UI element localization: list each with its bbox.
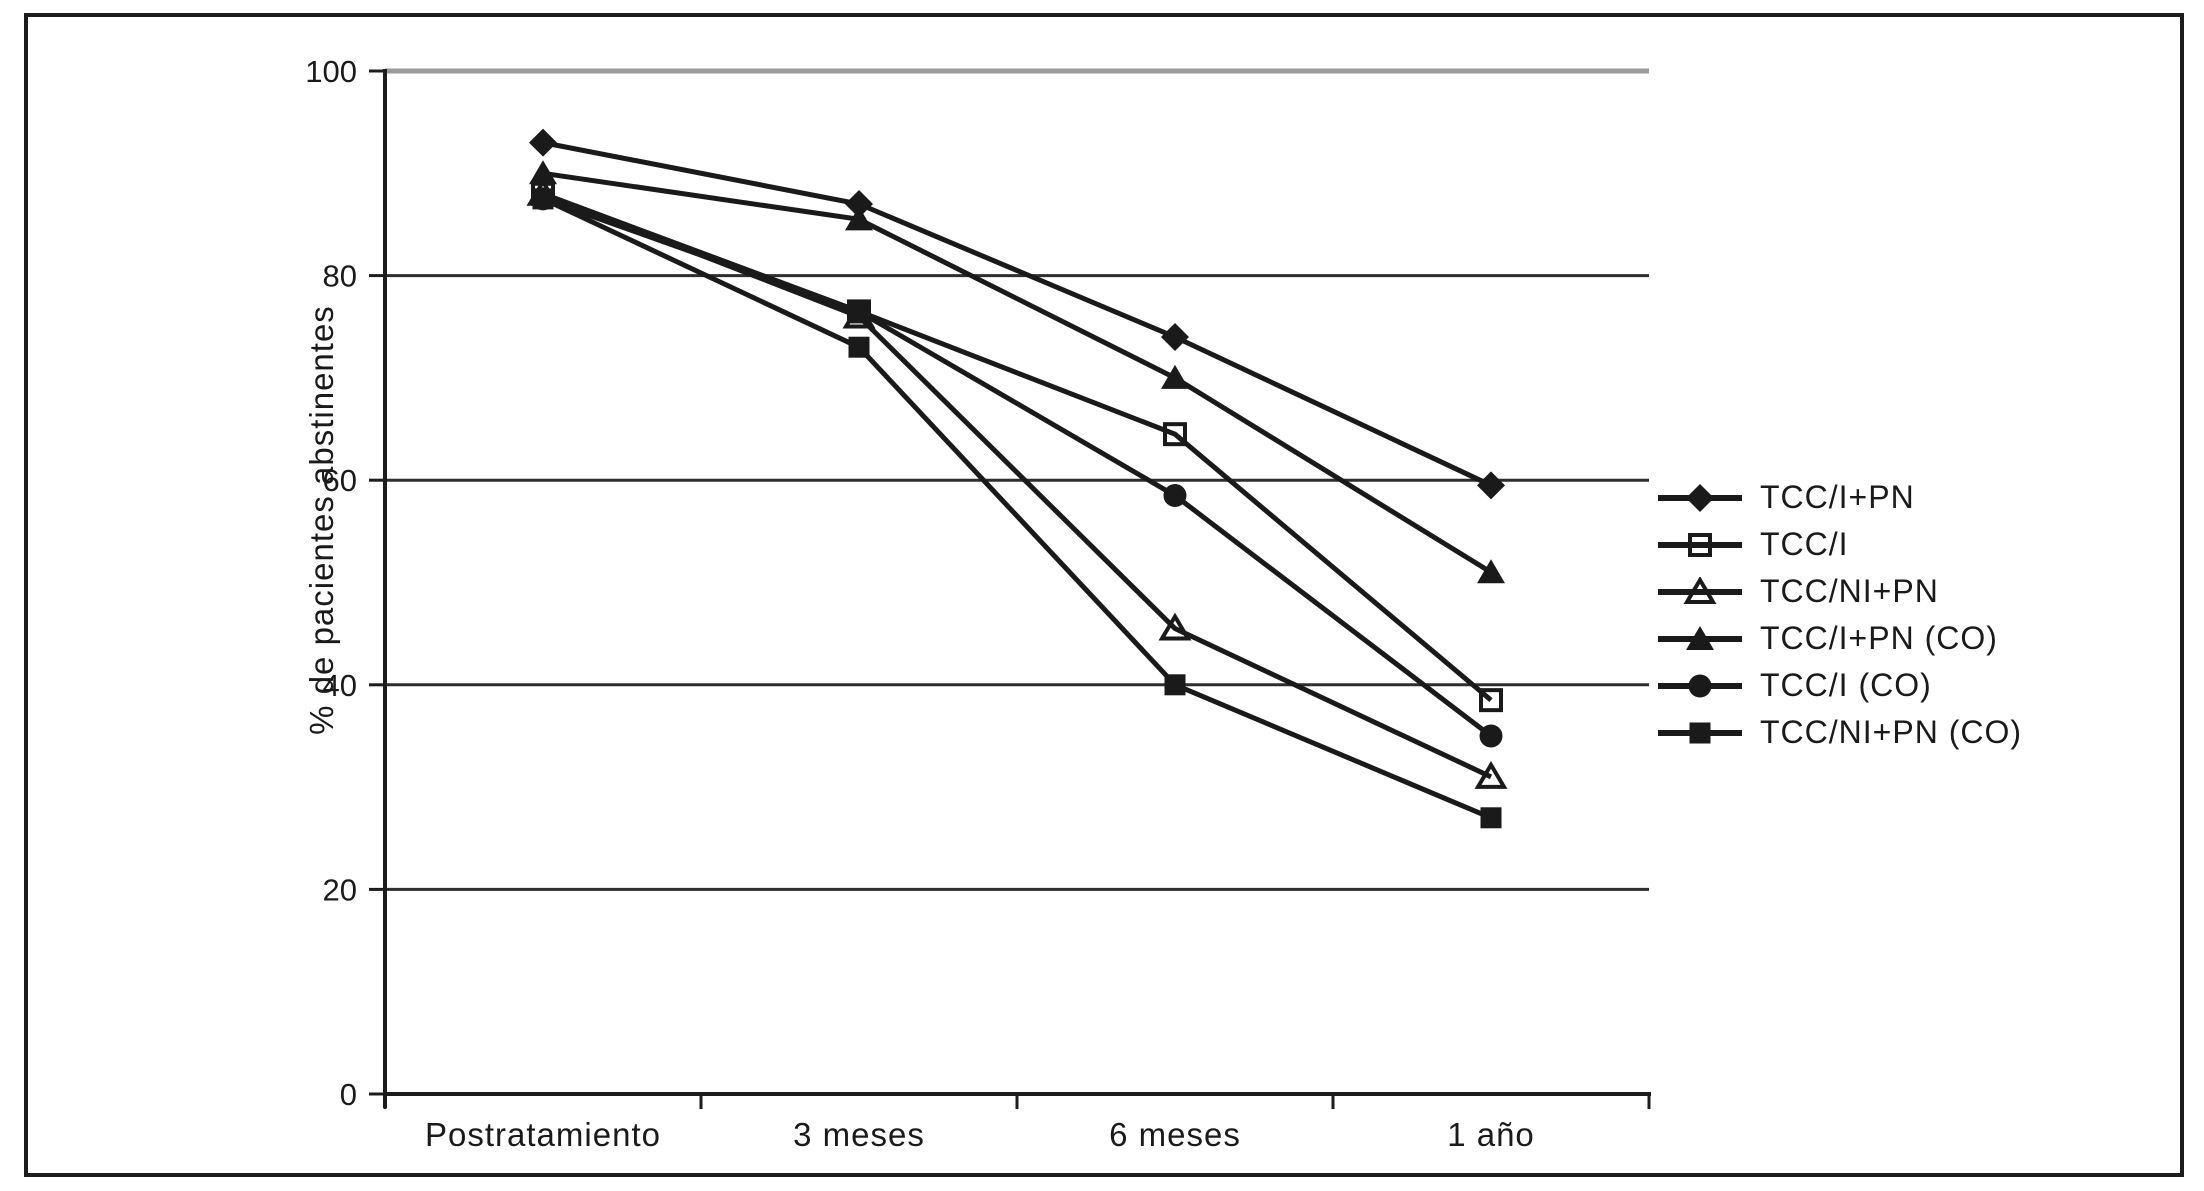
x-category-label: Postratamiento	[425, 1116, 661, 1153]
series-marker-TCC/NI+PN (CO)	[532, 188, 554, 210]
series-line-TCC/I (CO)	[542, 196, 1493, 738]
series-line-TCC/I+PN	[542, 140, 1493, 488]
series-line-TCC/NI+PN (CO)	[541, 196, 1492, 821]
series-marker-TCC/I+PN (CO)	[529, 160, 557, 185]
legend-label: TCC/I+PN (CO)	[1760, 620, 1998, 656]
legend-marker-circle-filled	[1658, 674, 1742, 697]
legend-item: TCC/NI+PN	[1656, 568, 2022, 615]
x-category-label: 1 año	[1447, 1116, 1535, 1153]
y-axis-title: % de pacientes abstinentes	[303, 305, 340, 735]
series-marker-TCC/NI+PN	[1474, 760, 1508, 789]
x-category-label: 3 meses	[793, 1116, 925, 1153]
y-tick-label-60: 60	[323, 463, 357, 498]
y-tick-label-40: 40	[323, 668, 357, 703]
series-marker-TCC/I (CO)	[847, 299, 871, 323]
series-marker-TCC/I	[1479, 688, 1503, 713]
series-marker-TCC/I+PN	[1477, 471, 1505, 500]
y-tick-label-100: 100	[305, 54, 357, 89]
legend-marker-triangle-filled	[1658, 625, 1742, 650]
y-tick-label-20: 20	[323, 872, 357, 907]
legend-label: TCC/I	[1760, 526, 1849, 562]
y-tick-label-80: 80	[323, 259, 357, 294]
series-marker-TCC/NI+PN (CO)	[848, 336, 870, 358]
legend-marker-glyph	[1688, 532, 1712, 557]
legend-item: TCC/NI+PN (CO)	[1656, 709, 2022, 756]
legend-marker-square-open	[1658, 532, 1742, 557]
series-marker-TCC/I (CO)	[1163, 484, 1187, 508]
series-marker-TCC/I+PN (CO)	[1477, 559, 1505, 584]
y-tick-label-0: 0	[340, 1077, 357, 1112]
legend-marker-glyph	[1686, 483, 1714, 512]
legend-marker-glyph	[1689, 722, 1711, 743]
legend-label: TCC/I (CO)	[1760, 667, 1932, 703]
series-marker-TCC/I+PN (CO)	[1161, 364, 1189, 389]
series-marker-TCC/I+PN (CO)	[845, 206, 873, 231]
series-marker-TCC/I (CO)	[1479, 724, 1503, 748]
legend-marker-diamond-filled	[1658, 483, 1742, 512]
legend-marker-glyph	[1683, 576, 1717, 604]
chart-legend: TCC/I+PN TCC/I TCC/NI+PN TCC/I+PN (CO) TCC/I…	[1656, 474, 2022, 756]
legend-marker-square-filled	[1658, 722, 1742, 743]
x-category-label: 6 meses	[1109, 1116, 1241, 1153]
legend-item: TCC/I (CO)	[1656, 662, 2022, 709]
series-marker-TCC/I+PN	[529, 128, 557, 157]
legend-item: TCC/I+PN	[1656, 474, 2022, 521]
series-marker-TCC/I+PN	[845, 189, 873, 218]
series-marker-TCC/NI+PN (CO)	[1480, 807, 1502, 829]
series-marker-TCC/I+PN	[1161, 322, 1189, 351]
series-line-TCC/I+PN (CO)	[542, 170, 1493, 575]
legend-item: TCC/I+PN (CO)	[1656, 615, 2022, 662]
legend-marker-glyph	[1686, 625, 1714, 650]
series-marker-TCC/I	[1163, 422, 1187, 447]
legend-marker-triangle-open	[1658, 576, 1742, 604]
legend-item: TCC/I	[1656, 521, 2022, 568]
legend-label: TCC/NI+PN	[1760, 573, 1939, 609]
legend-label: TCC/NI+PN (CO)	[1760, 714, 2022, 750]
legend-label: TCC/I+PN	[1760, 479, 1915, 515]
series-marker-TCC/NI+PN (CO)	[1164, 674, 1186, 696]
legend-marker-glyph	[1688, 674, 1712, 697]
series-marker-TCC/NI+PN	[1158, 612, 1192, 641]
